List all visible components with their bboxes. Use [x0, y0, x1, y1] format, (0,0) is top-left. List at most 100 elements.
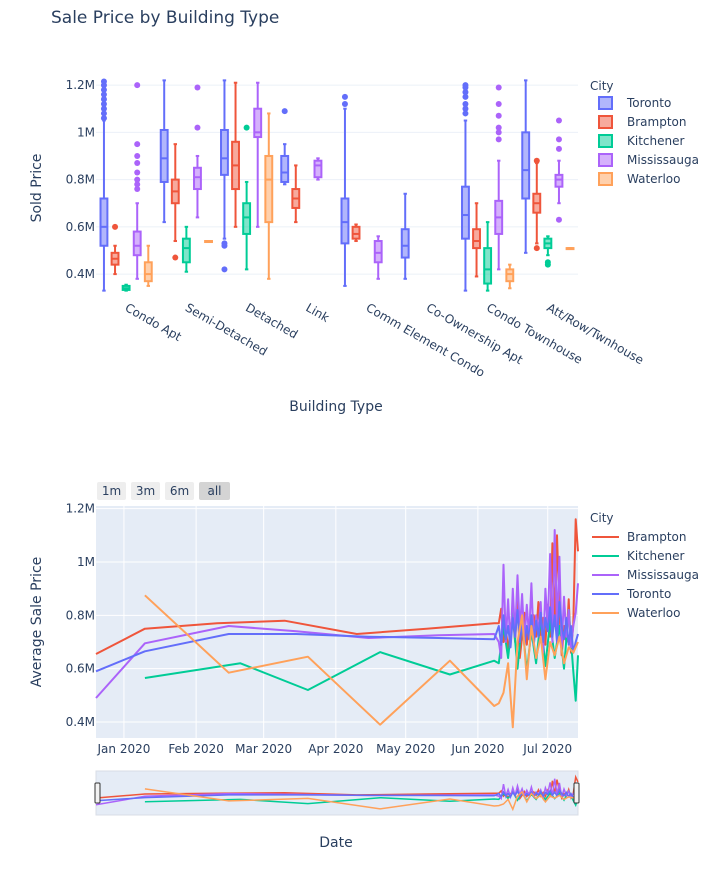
box-y-tick-label: 0.4M	[66, 267, 95, 281]
box-toronto-semi-detached	[159, 79, 169, 224]
line-series-mississauga	[95, 529, 579, 699]
box-plot: 0.4M 0.6M 0.8M 1M 1.2M Condo Apt Semi-Detache…	[29, 78, 699, 415]
box-x-axis-title: Building Type	[289, 399, 382, 415]
box-outlier-point	[555, 117, 562, 124]
range-slider-series-toronto	[95, 788, 579, 802]
box-legend-swatch	[598, 172, 613, 186]
range-slider-handle-right[interactable]	[573, 782, 580, 804]
box-plot-legend[interactable]: City Toronto Brampton Kitchener Mississauga W…	[590, 79, 699, 186]
line-legend-item-mississauga: Mississauga	[592, 568, 699, 582]
line-y-tick-label: 1M	[77, 555, 95, 569]
box-y-tick-label: 1M	[77, 125, 95, 139]
line-plot-background[interactable]	[96, 506, 578, 738]
box-outlier-point	[462, 100, 469, 107]
box-mississauga-att-row-twnhouse	[554, 117, 564, 223]
range-slider[interactable]	[94, 770, 580, 816]
box-iqr	[264, 154, 274, 224]
box-x-tick-label: Condo Apt	[123, 300, 184, 344]
box-iqr	[521, 131, 531, 200]
box-legend-swatch	[598, 153, 613, 167]
box-brampton-comm-element-condo	[351, 223, 361, 243]
box-iqr	[472, 228, 481, 250]
box-waterloo-detached	[264, 112, 274, 280]
range-slider-series-mississauga	[95, 778, 579, 806]
line-plot-legend[interactable]: City Brampton Kitchener Mississauga Toronto W…	[590, 511, 699, 620]
box-outlier-point	[100, 91, 107, 98]
box-toronto-co-ownership-apt	[400, 192, 410, 280]
box-legend-item-waterloo: Waterloo	[598, 172, 681, 186]
line-x-tick-label: Jul 2020	[522, 742, 572, 756]
line-x-tick-label: Apr 2020	[308, 742, 363, 756]
box-mississauga-condo-apt	[132, 82, 142, 280]
box-outlier-point	[281, 108, 288, 115]
range-button-bg	[199, 482, 230, 500]
box-outlier-point	[100, 86, 107, 93]
box-iqr	[220, 128, 229, 176]
box-iqr	[253, 107, 263, 139]
box-plot-y-ticks: 0.4M 0.6M 0.8M 1M 1.2M	[66, 78, 95, 281]
box-y-axis-title: Sold Price	[29, 154, 45, 223]
box-iqr	[242, 202, 252, 235]
line-legend-title: City	[590, 511, 614, 525]
box-outlier-point	[533, 245, 540, 252]
box-legend-item-kitchener: Kitchener	[598, 134, 684, 148]
box-outlier-point	[172, 254, 179, 261]
box-outlier-point	[134, 169, 141, 176]
range-button-6m[interactable]: 6m	[165, 482, 194, 500]
range-button-bg	[131, 482, 160, 500]
box-outlier-point	[221, 240, 228, 247]
box-legend-label: Kitchener	[627, 134, 684, 148]
box-outlier-point	[134, 141, 141, 148]
box-legend-label: Toronto	[626, 96, 671, 110]
box-mississauga-comm-element-condo	[373, 235, 383, 280]
line-legend-label: Mississauga	[627, 568, 699, 582]
line-x-tick-label: Mar 2020	[235, 742, 292, 756]
box-outlier-point	[134, 160, 141, 167]
box-outlier-point	[100, 78, 107, 85]
box-outlier-point	[134, 152, 141, 159]
box-outlier-point	[100, 110, 107, 117]
box-outlier-point	[243, 124, 250, 131]
line-x-axis-title: Date	[319, 835, 352, 851]
box-iqr	[99, 197, 109, 247]
box-iqr	[461, 185, 470, 240]
range-button-1m[interactable]: 1m	[97, 482, 126, 500]
line-legend-label: Brampton	[627, 530, 686, 544]
box-outlier-point	[100, 100, 107, 107]
range-button-label: 6m	[170, 484, 189, 498]
box-outlier-point	[221, 266, 228, 273]
box-outlier-point	[462, 93, 469, 100]
box-toronto-detached	[220, 79, 229, 273]
range-button-3m[interactable]: 3m	[131, 482, 160, 500]
box-legend-swatch	[598, 115, 613, 129]
line-legend-item-brampton: Brampton	[592, 530, 686, 544]
line-y-tick-label: 0.6M	[66, 662, 95, 676]
line-plot: 0.4M 0.6M 0.8M 1M 1.2M Jan 2020 Feb 2020 Mar 2…	[29, 482, 699, 851]
line-x-tick-label: May 2020	[376, 742, 435, 756]
box-iqr	[143, 261, 153, 283]
box-iqr	[193, 166, 202, 191]
line-x-tick-label: Jan 2020	[97, 742, 151, 756]
line-legend-label: Kitchener	[627, 549, 684, 563]
line-plot-marks	[95, 518, 579, 729]
box-legend-swatch	[598, 134, 613, 148]
box-iqr	[373, 240, 383, 264]
box-brampton-semi-detached	[170, 143, 180, 261]
line-legend-item-kitchener: Kitchener	[592, 549, 684, 563]
box-y-tick-label: 0.8M	[66, 173, 95, 187]
box-mississauga-link	[313, 157, 323, 181]
box-legend-swatch	[598, 96, 613, 110]
range-slider-series-waterloo	[144, 788, 579, 812]
range-button-label: 3m	[136, 484, 155, 498]
box-outlier-point	[134, 82, 141, 89]
range-button-bg	[165, 482, 194, 500]
box-legend-title: City	[590, 79, 614, 93]
box-mississauga-detached	[253, 81, 263, 228]
range-slider-handle-left[interactable]	[94, 782, 101, 804]
box-mississauga-condo-townhouse	[494, 84, 504, 271]
box-outlier-point	[194, 124, 201, 131]
range-button-all[interactable]: all	[199, 482, 230, 500]
box-outlier-point	[495, 129, 502, 136]
box-brampton-link	[291, 164, 301, 224]
